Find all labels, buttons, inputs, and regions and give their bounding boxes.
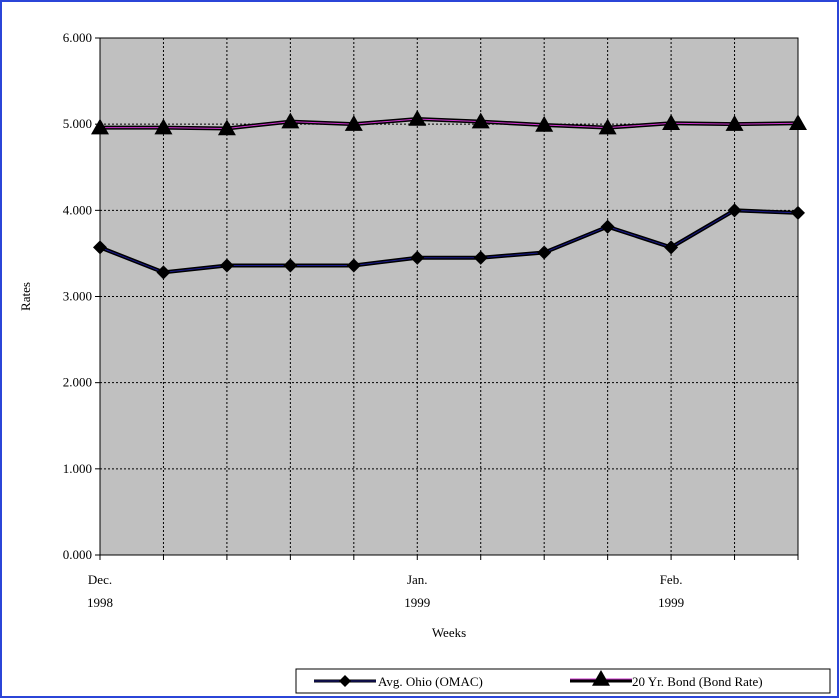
triangle-marker: [471, 112, 490, 129]
y-tick-label: 0.000: [63, 547, 92, 562]
x-tick-label-month: Jan.: [407, 572, 428, 587]
triangle-marker: [598, 118, 617, 135]
x-tick-label-month: Dec.: [88, 572, 112, 587]
y-tick-label: 1.000: [63, 461, 92, 476]
legend-entry-avg-ohio: Avg. Ohio (OMAC): [378, 674, 483, 689]
y-tick-label: 3.000: [63, 289, 92, 304]
plot-border: [99, 37, 799, 556]
legend-diamond-marker: [339, 675, 351, 687]
legend-box: [295, 668, 831, 694]
triangle-marker: [535, 116, 554, 132]
y-tick-label: 6.000: [63, 30, 92, 45]
triangle-marker: [789, 114, 807, 131]
series-line-accent-1: [100, 118, 799, 129]
y-tick-label: 5.000: [63, 116, 92, 131]
x-axis-title: Weeks: [432, 625, 466, 640]
diamond-marker: [791, 205, 805, 220]
triangle-marker: [725, 115, 744, 131]
triangle-marker: [344, 115, 363, 131]
series-line-accent-0: [99, 209, 799, 273]
legend-label-avg-ohio: Avg. Ohio (OMAC): [378, 674, 483, 689]
diamond-marker: [600, 219, 615, 234]
diamond-marker: [473, 250, 488, 265]
triangle-marker: [408, 109, 427, 126]
diamond-marker: [219, 258, 234, 273]
triangle-marker: [154, 118, 173, 135]
y-tick-label: 2.000: [63, 375, 92, 390]
x-tick-label-month: Feb.: [660, 572, 683, 587]
plot-layer: 0.000 1.000 2.000 3.000 4.000 5.000 6.000 Dec. 1…: [63, 30, 807, 610]
diamond-marker: [537, 245, 552, 260]
x-tick-label-year: 1999: [404, 595, 430, 610]
triangle-marker: [662, 114, 681, 131]
legend-triangle-marker: [592, 670, 610, 686]
diamond-marker: [346, 258, 361, 273]
y-tick-label: 4.000: [63, 202, 92, 217]
y-axis-title: Rates: [18, 282, 33, 311]
legend: Avg. Ohio (OMAC) 20 Yr. Bond (Bond Rate): [295, 668, 831, 694]
triangle-marker: [217, 119, 236, 136]
x-tick-label-year: 1998: [87, 595, 113, 610]
diamond-marker: [283, 258, 298, 273]
triangle-marker: [91, 118, 109, 135]
legend-label-bond-rate: 20 Yr. Bond (Bond Rate): [632, 674, 763, 689]
legend-entry-bond-rate: 20 Yr. Bond (Bond Rate): [632, 674, 763, 689]
x-tick-label-year: 1999: [658, 595, 684, 610]
diamond-marker: [410, 250, 425, 265]
triangle-marker: [281, 112, 300, 129]
diamond-marker: [156, 265, 171, 280]
diamond-marker: [93, 240, 107, 255]
diamond-marker: [664, 240, 679, 255]
diamond-marker: [727, 203, 742, 218]
